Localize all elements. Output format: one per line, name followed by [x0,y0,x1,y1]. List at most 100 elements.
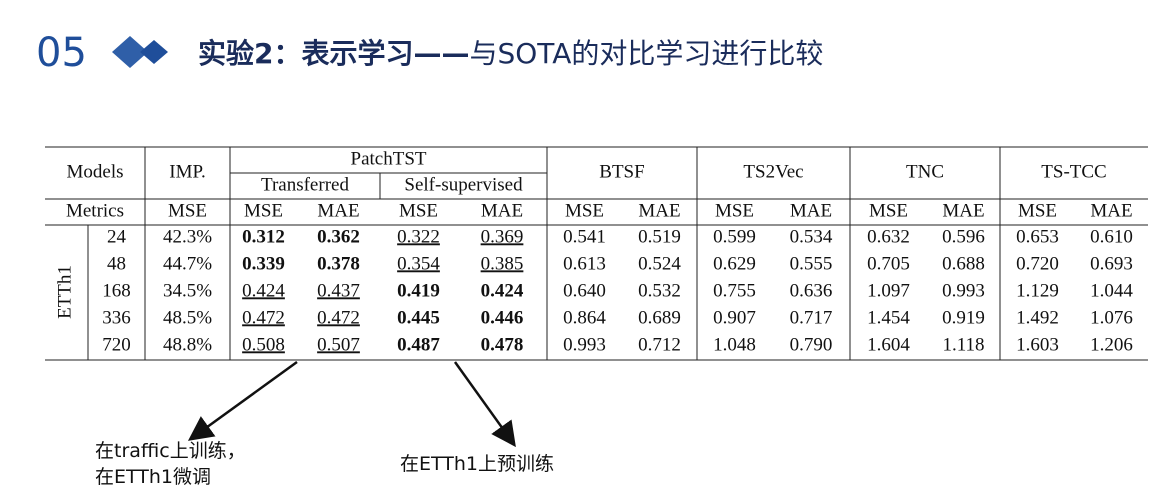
value-cell: 1.492 [1016,307,1059,328]
value-cell: 0.519 [638,226,681,247]
value-cell: 0.993 [563,334,606,355]
value-cell: 0.555 [790,253,833,274]
value-cell: 1.097 [867,280,910,301]
annotation: 在traffic上训练， [95,440,246,462]
header-cell: Self-supervised [404,174,523,195]
value-cell: 0.596 [942,226,985,247]
value-cell: 0.790 [790,334,833,355]
metric-header: MAE [1090,200,1132,221]
metric-header: MAE [942,200,984,221]
metric-header: MSE [1018,200,1057,221]
header-cell: TS-TCC [1041,161,1106,182]
value-cell: 0.508 [242,334,285,355]
value-cell: 0.532 [638,280,681,301]
metric-header: MSE [565,200,604,221]
horizon-cell: 720 [102,334,131,355]
metric-header: MSE [869,200,908,221]
header-cell: PatchTST [351,148,427,169]
value-cell: 1.206 [1090,334,1133,355]
metric-header: MSE [244,200,283,221]
value-cell: 1.129 [1016,280,1059,301]
value-cell: 0.613 [563,253,606,274]
value-cell: 1.076 [1090,307,1133,328]
value-cell: 1.044 [1090,280,1133,301]
annotation: 在ETTh1微调 [95,466,211,488]
diamond [112,36,148,68]
annotation: 在ETTh1上预训练 [400,453,554,475]
value-cell: 0.705 [867,253,910,274]
diamond [140,40,168,64]
value-cell: 0.720 [1016,253,1059,274]
value-cell: 0.339 [242,253,285,274]
value-cell: 0.636 [790,280,833,301]
title-bold: 实验2：表示学习—— [198,37,469,70]
value-cell: 0.919 [942,307,985,328]
header-cell: TS2Vec [743,161,803,182]
value-cell: 0.599 [713,226,756,247]
value-cell: 0.507 [317,334,360,355]
value-cell: 1.604 [867,334,910,355]
value-cell: 0.487 [397,334,440,355]
header-cell: Transferred [261,174,349,195]
value-cell: 34.5% [163,280,212,301]
value-cell: 44.7% [163,253,212,274]
value-cell: 0.712 [638,334,681,355]
value-cell: 0.472 [317,307,360,328]
value-cell: 0.755 [713,280,756,301]
value-cell: 0.629 [713,253,756,274]
value-cell: 0.446 [481,307,524,328]
value-cell: 0.362 [317,226,360,247]
annotations: 在traffic上训练， 在ETTh1微调 在ETTh1上预训练 [95,440,554,488]
value-cell: 0.378 [317,253,360,274]
value-cell: 0.419 [397,280,440,301]
header-cell: TNC [906,161,944,182]
value-cell: 0.907 [713,307,756,328]
value-cell: 1.048 [713,334,756,355]
value-cell: 0.385 [481,253,524,274]
metric-header: MAE [317,200,359,221]
value-cell: 0.993 [942,280,985,301]
metric-header: MAE [790,200,832,221]
arrow [187,360,298,441]
value-cell: 0.688 [942,253,985,274]
value-cell: 0.864 [563,307,606,328]
dataset-label: ETTh1 [54,265,75,319]
value-cell: 0.610 [1090,226,1133,247]
value-cell: 0.640 [563,280,606,301]
header-cell: IMP. [169,161,205,182]
value-cell: 0.524 [638,253,681,274]
header-cell: Models [67,161,124,182]
slide-title: 实验2：表示学习——与SOTA的对比学习进行比较 [198,37,823,70]
horizon-cell: 24 [107,226,127,247]
horizon-cell: 336 [102,307,131,328]
horizon-cell: 48 [107,253,126,274]
header-cell: BTSF [599,161,644,182]
value-cell: 0.424 [481,280,524,301]
metric-header: MSE [168,200,207,221]
value-cell: 0.693 [1090,253,1133,274]
value-cell: 0.369 [481,226,524,247]
value-cell: 0.632 [867,226,910,247]
value-cell: 0.424 [242,280,285,301]
value-cell: 0.534 [790,226,833,247]
value-cell: 0.445 [397,307,440,328]
metric-header: MSE [715,200,754,221]
value-cell: 0.689 [638,307,681,328]
value-cell: 0.478 [481,334,524,355]
value-cell: 0.437 [317,280,360,301]
value-cell: 1.118 [942,334,984,355]
arrow [453,361,516,448]
value-cell: 48.5% [163,307,212,328]
value-cell: 0.653 [1016,226,1059,247]
value-cell: 0.472 [242,307,285,328]
value-cell: 0.354 [397,253,440,274]
value-cell: 1.454 [867,307,910,328]
value-cell: 0.717 [790,307,833,328]
title-rest: 与SOTA的对比学习进行比较 [469,37,823,70]
value-cell: 0.541 [563,226,606,247]
horizon-cell: 168 [102,280,131,301]
section-number: 05 [36,30,87,76]
